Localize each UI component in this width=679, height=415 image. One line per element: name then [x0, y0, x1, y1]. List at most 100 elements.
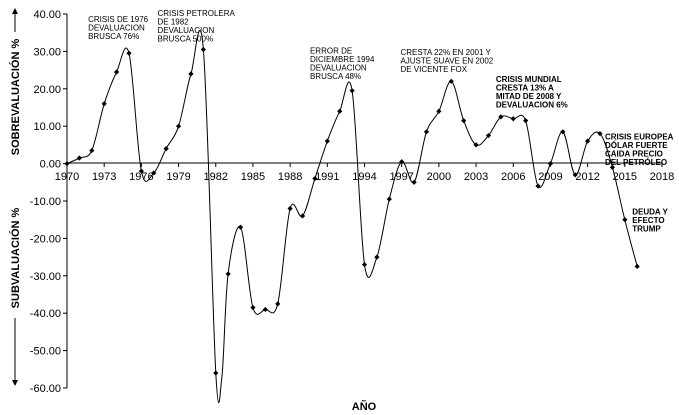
annotation-line: DEVALUACION [310, 64, 367, 73]
annotation-line: CRISIS MUNDIAL [496, 75, 562, 84]
x-tick-label: 1979 [166, 171, 190, 183]
x-tick-label: 2009 [538, 171, 562, 183]
data-point [597, 131, 603, 137]
x-tick-label: 1982 [204, 171, 228, 183]
annotation-line: DEVALUACION [157, 26, 214, 35]
annotation-line: CRESTA 22% EN 2001 Y [400, 48, 491, 57]
y-tick-label: 0.00 [40, 159, 61, 171]
data-point [200, 46, 206, 53]
data-point [461, 117, 467, 124]
data-point [213, 370, 219, 376]
y-axis-title-bottom: SUBVALUACIÓN % [9, 207, 22, 308]
x-tick-label: 1970 [55, 171, 79, 183]
data-point [324, 138, 330, 144]
annotation: CRESTA 22% EN 2001 Y AJUSTE SUAVE EN 2002… [400, 48, 493, 74]
x-tick-label: 2003 [464, 171, 488, 183]
data-point [448, 78, 454, 84]
x-tick-label: 2015 [613, 171, 637, 183]
y-tick-label: -50.00 [30, 346, 61, 358]
data-point [485, 132, 492, 139]
data-point [622, 217, 628, 223]
data-point [535, 183, 541, 189]
data-point [473, 142, 479, 148]
annotation-line: CRISIS DE 1976 [88, 15, 149, 24]
x-tick-label: 2006 [501, 171, 525, 183]
x-tick-label: 1991 [315, 171, 339, 183]
data-point [634, 263, 640, 270]
y-axis-title-top: SOBREVALUACIÓN % [9, 39, 22, 156]
y-tick-label: -10.00 [30, 196, 61, 208]
data-point [163, 146, 169, 152]
axes: 40.00 30.00 20.00 10.00 0.00 -10.00 -20.00 -30.… [12, 8, 674, 395]
data-point [101, 101, 107, 107]
annotation: CRISIS DE 1976 DEVALUACION BRUSCA 76% [88, 15, 149, 41]
annotation-line: DE VICENTE FOX [400, 65, 467, 74]
data-point [423, 129, 430, 135]
data-point [151, 170, 157, 176]
data-point [250, 304, 256, 311]
data-point [225, 271, 231, 277]
y-tick-label: 10.00 [33, 121, 61, 133]
annotation-line: TRUMP [632, 224, 661, 233]
data-point [126, 50, 132, 56]
data-point [609, 164, 616, 170]
data-point [237, 224, 244, 230]
axis-titles: AÑO SOBREVALUACIÓN % SUBVALUACIÓN % [9, 39, 377, 413]
y-tick-label: -60.00 [30, 383, 61, 395]
annotation-line: DEUDA Y [632, 207, 668, 216]
annotation-line: CRESTA 13% A [496, 84, 554, 93]
x-tick-label: 1976 [129, 171, 153, 183]
annotation-line: CRISIS EUROPEA [605, 133, 674, 142]
annotation: CRISIS PETROLERA DE 1982 DEVALUACION BRUSCA… [157, 9, 235, 44]
x-tick-label: 1973 [92, 171, 116, 183]
data-point [337, 108, 343, 114]
data-point [138, 168, 144, 174]
annotation: ERROR DE DICIEMBRE 1994 DEVALUACION BRUSCA … [310, 47, 375, 81]
y-tick-label: -30.00 [30, 271, 61, 283]
data-point [64, 161, 70, 167]
y-tick-label: -20.00 [30, 233, 61, 245]
data-point [399, 159, 405, 165]
annotation-line: DE 1982 [157, 18, 189, 27]
annotation-line: DEL PETRÓLEO [605, 158, 667, 167]
x-tick-label: 1997 [389, 171, 413, 183]
y-tick-label: 40.00 [33, 9, 61, 21]
data-point [374, 254, 380, 260]
y-tick-label: -40.00 [30, 308, 61, 320]
data-point [175, 123, 182, 129]
x-tick-label: 1994 [352, 171, 376, 183]
x-tick-label: 1985 [241, 171, 265, 183]
x-tick-label: 1988 [278, 171, 302, 183]
annotation-line: DÓLAR FUERTE [605, 141, 668, 150]
data-point [275, 301, 281, 307]
annotation-line: BRUSCA 500% [157, 35, 213, 44]
data-point [188, 71, 194, 77]
x-tick-label: 2012 [575, 171, 599, 183]
annotation-line: MITAD DE 2008 Y [496, 92, 562, 101]
y-tick-label: 20.00 [33, 84, 61, 96]
x-tick-label: 2018 [650, 171, 674, 183]
data-point [523, 117, 529, 124]
data-point [312, 175, 318, 182]
data-point [287, 205, 293, 212]
annotation: CRISIS MUNDIAL CRESTA 13% A MITAD DE 2008 … [496, 75, 568, 110]
data-point [386, 196, 392, 202]
annotation-line: DICIEMBRE 1994 [310, 55, 375, 64]
x-tick-label: 2000 [427, 171, 451, 183]
y-tick-label: 30.00 [33, 46, 61, 58]
annotation-line: CRISIS PETROLERA [157, 9, 235, 18]
annotations: CRISIS DE 1976 DEVALUACION BRUSCA 76%CRISI… [88, 9, 674, 233]
annotation-line: BRUSCA 48% [310, 72, 361, 81]
data-point [411, 179, 417, 185]
series [64, 30, 640, 403]
annotation-line: ERROR DE [310, 47, 352, 56]
x-axis-title: AÑO [352, 400, 377, 413]
arrow-down-head-icon [12, 380, 18, 386]
annotation-line: BRUSCA 76% [88, 32, 139, 41]
data-point [262, 306, 268, 313]
annotation: DEUDA Y EFECTO TRUMP [632, 207, 668, 233]
data-point [361, 261, 368, 268]
arrow-up-head-icon [12, 8, 18, 14]
annotation-line: DEVALUACION 6% [496, 101, 568, 110]
